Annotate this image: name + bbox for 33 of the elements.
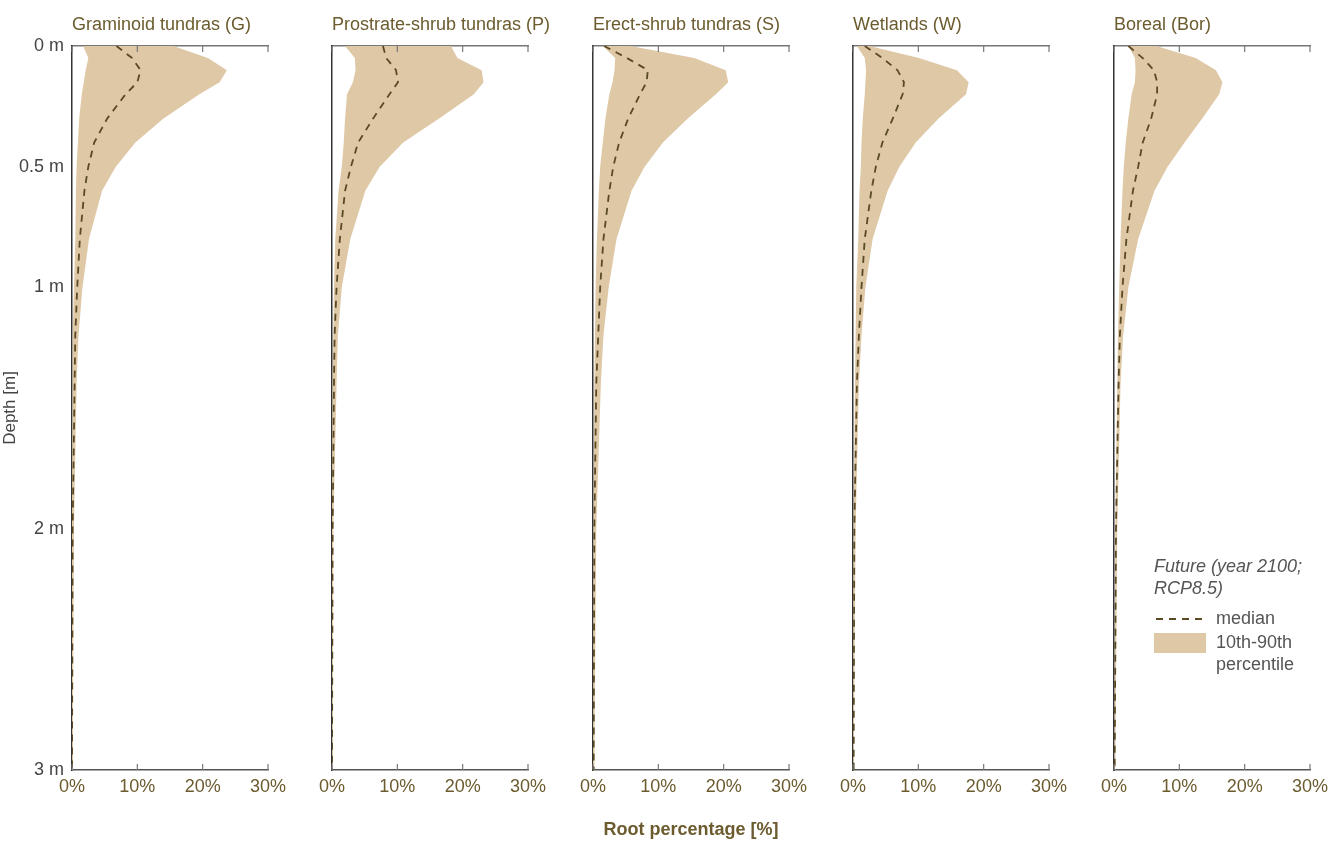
y-axis-title: Depth [m]: [0, 371, 19, 445]
chart-title: Boreal (Bor): [1114, 14, 1212, 34]
annotation: 10th-90th percentile: [1216, 631, 1296, 675]
x-tick-label: 30%: [509, 775, 547, 796]
y-tick-label: 2 m: [33, 517, 64, 538]
legend-label: median: [1216, 607, 1277, 629]
x-tick-label: 0%: [318, 775, 346, 796]
x-tick-label: 10%: [119, 775, 156, 796]
legend-title: Future (year 2100; RCP8.5): [1154, 555, 1304, 599]
y-tick-label: 0.5 m: [18, 155, 64, 176]
x-tick-label: 30%: [249, 775, 287, 796]
x-tick-label: 30%: [1291, 775, 1329, 796]
x-tick-label: 10%: [900, 775, 937, 796]
x-tick-label: 20%: [1226, 775, 1263, 796]
y-tick-label: 1 m: [33, 276, 64, 297]
x-tick-label: 20%: [444, 775, 481, 796]
x-tick-label: 10%: [379, 775, 416, 796]
x-tick-label: 30%: [770, 775, 808, 796]
chart-title: Wetlands (W): [853, 14, 962, 34]
x-tick-label: 0%: [839, 775, 867, 796]
x-tick-label: 20%: [965, 775, 1002, 796]
x-tick-label: 30%: [1030, 775, 1068, 796]
x-tick-label: 0%: [579, 775, 607, 796]
chart-title: Erect-shrub tundras (S): [593, 14, 781, 34]
x-tick-label: 0%: [1100, 775, 1128, 796]
x-tick-label: 10%: [1161, 775, 1198, 796]
x-axis-title: Root percentage [%]: [603, 819, 779, 840]
x-tick-label: 20%: [184, 775, 221, 796]
y-tick-label: 0 m: [33, 34, 64, 55]
x-tick-label: 10%: [640, 775, 677, 796]
x-tick-label: 20%: [705, 775, 742, 796]
chart-title: Prostrate-shrub tundras (P): [332, 14, 551, 34]
chart-title: Graminoid tundras (G): [72, 14, 252, 34]
